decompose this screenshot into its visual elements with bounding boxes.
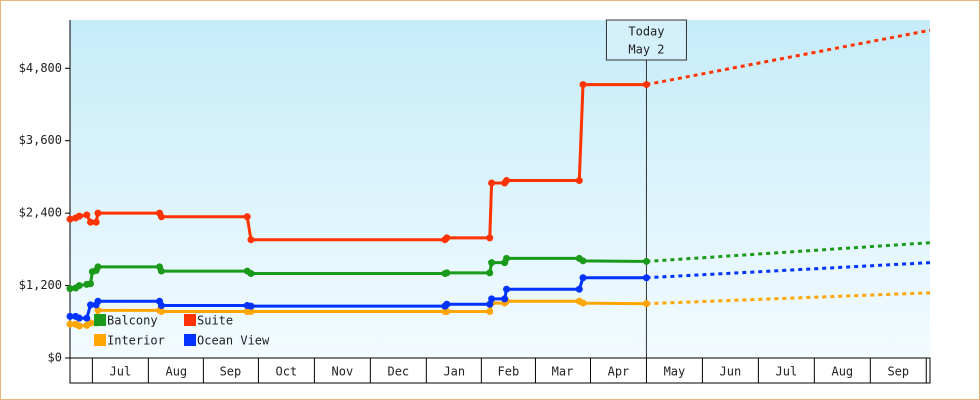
legend-swatch (184, 314, 196, 326)
legend-label: Interior (107, 334, 165, 348)
price-point (247, 308, 255, 316)
price-point (66, 215, 74, 223)
price-point (488, 179, 496, 187)
x-tick-label: Aug (165, 365, 187, 379)
price-point (247, 302, 255, 310)
y-tick-label: $0 (48, 351, 62, 365)
price-point (87, 301, 95, 309)
price-point (579, 81, 587, 89)
price-point (579, 274, 587, 282)
price-point (575, 285, 583, 293)
y-tick-label: $3,600 (19, 133, 62, 147)
today-label: Today (628, 25, 664, 39)
x-tick-label: Oct (276, 365, 298, 379)
price-point (642, 300, 650, 308)
x-tick-label: Feb (498, 365, 520, 379)
price-point (75, 322, 83, 330)
price-point (157, 301, 165, 309)
x-tick-label: Jun (720, 365, 742, 379)
x-tick-label: Sep (220, 365, 242, 379)
price-point (501, 295, 509, 303)
price-point (66, 312, 74, 320)
legend-label: Ocean View (197, 334, 270, 348)
price-point (503, 254, 511, 262)
x-tick-label: Dec (387, 365, 409, 379)
price-point (488, 295, 496, 303)
price-point (503, 177, 511, 185)
price-point (443, 269, 451, 277)
y-tick-label: $4,800 (19, 61, 62, 75)
x-axis-strip (69, 357, 931, 384)
plot-area (70, 20, 930, 358)
projection-line (646, 28, 931, 87)
price-point (579, 299, 587, 307)
today-box (605, 19, 687, 61)
price-point (642, 81, 650, 89)
x-tick-label: Aug (831, 365, 853, 379)
price-point (642, 274, 650, 282)
x-tick-label: Jan (443, 365, 465, 379)
price-point (247, 270, 255, 277)
price-point (579, 257, 587, 265)
price-point (83, 211, 91, 219)
price-point (94, 297, 102, 305)
price-point (247, 236, 255, 244)
legend-label: Suite (197, 314, 233, 328)
price-point (94, 263, 102, 271)
price-point (443, 308, 451, 316)
price-point (157, 308, 165, 316)
legend-swatch (184, 334, 196, 346)
price-point (157, 267, 165, 275)
price-point (94, 306, 102, 314)
legend-label: Balcony (107, 314, 158, 328)
today-label: May 2 (628, 43, 664, 57)
price-point (83, 314, 91, 322)
price-point (87, 218, 95, 226)
x-tick-label: Jul (110, 365, 132, 379)
y-tick-label: $1,200 (19, 278, 62, 292)
price-point (66, 320, 74, 328)
x-tick-label: Sep (887, 365, 909, 379)
price-point (486, 234, 494, 242)
price-point (75, 282, 83, 290)
x-tick-label: May (664, 365, 686, 379)
price-point (75, 314, 83, 322)
price-point (87, 280, 95, 288)
price-point (486, 300, 494, 308)
price-point (94, 209, 102, 217)
x-tick-label: Apr (608, 365, 630, 379)
price-point (642, 257, 650, 265)
price-point (87, 319, 95, 327)
x-tick-label: Nov (332, 365, 354, 379)
x-tick-label: Jul (776, 365, 798, 379)
price-point (75, 212, 83, 220)
price-point (488, 259, 496, 267)
price-point (243, 213, 251, 221)
x-tick-label: Mar (552, 365, 574, 379)
legend-swatch (94, 334, 106, 346)
legend-swatch (94, 314, 106, 326)
price-point (157, 213, 165, 221)
y-tick-label: $2,400 (19, 206, 62, 220)
price-point (66, 285, 74, 293)
price-point (92, 218, 100, 226)
price-point (443, 300, 451, 308)
price-point (575, 177, 583, 185)
price-point (486, 308, 494, 316)
price-point (443, 234, 451, 242)
price-point (486, 269, 494, 277)
price-point (503, 285, 511, 293)
